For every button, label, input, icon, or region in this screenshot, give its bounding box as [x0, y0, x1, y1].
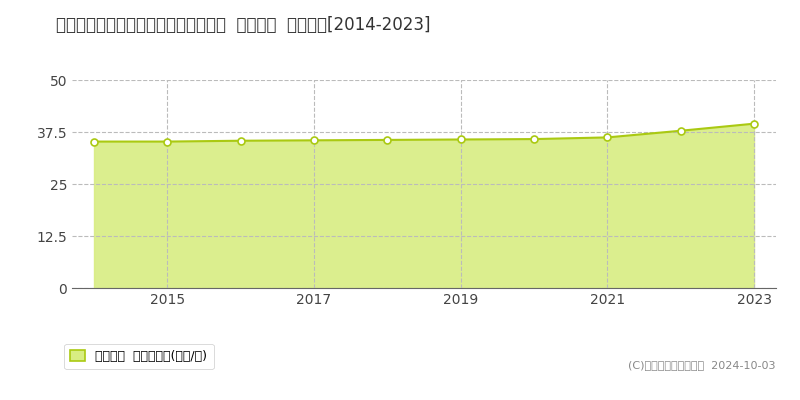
- Text: (C)土地価格ドットコム  2024-10-03: (C)土地価格ドットコム 2024-10-03: [629, 360, 776, 370]
- Legend: 基準地価  平均坪単価(万円/坪): 基準地価 平均坪単価(万円/坪): [64, 344, 214, 369]
- Text: 茨城県つくば市学園南３丁目１９番４  基準地価  地価推移[2014-2023]: 茨城県つくば市学園南３丁目１９番４ 基準地価 地価推移[2014-2023]: [56, 16, 430, 34]
